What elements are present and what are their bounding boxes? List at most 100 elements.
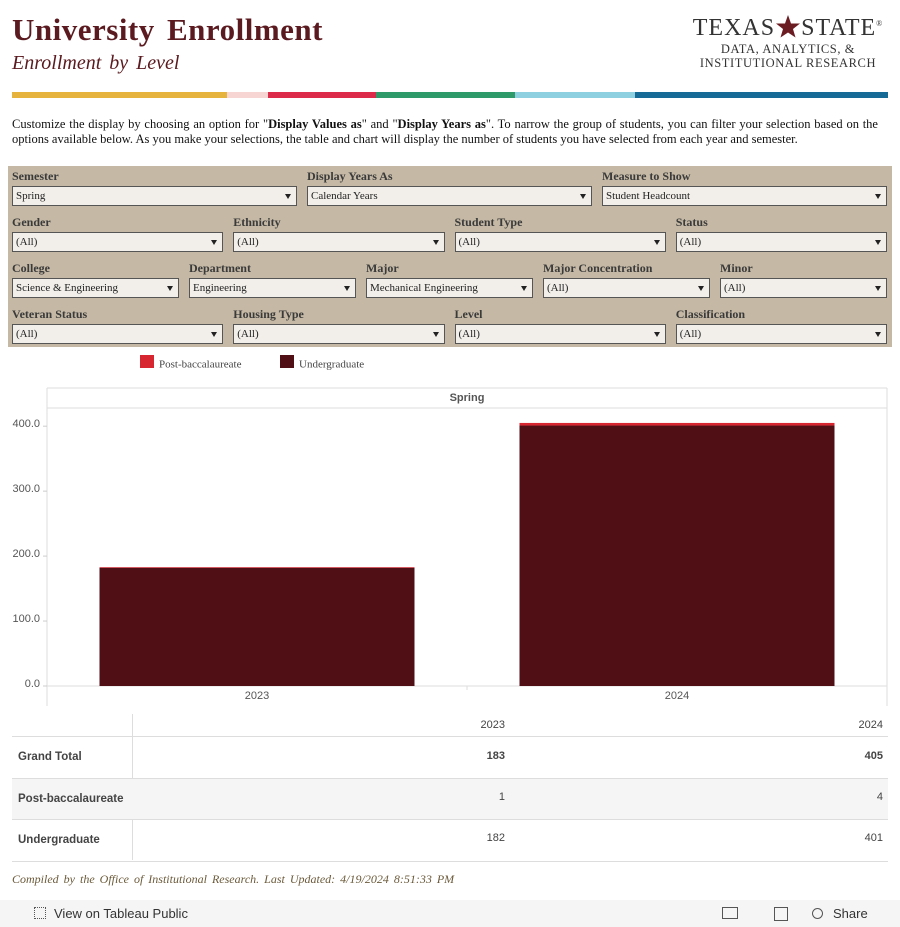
bar-segment — [519, 425, 835, 686]
legend-label: Post-baccalaureate — [159, 359, 242, 371]
filter: Level (All) — [454, 304, 666, 344]
filter-dropdown[interactable]: (All) — [675, 232, 887, 252]
y-tick-label: 400.0 — [12, 418, 40, 430]
table-row: Grand Total 183 405 — [12, 736, 888, 778]
y-tick-label: 0.0 — [25, 678, 40, 690]
filter-label: Housing Type — [233, 307, 304, 321]
filter: Student Type (All) — [454, 212, 666, 252]
subtitle: Enrollment by Level — [12, 52, 180, 74]
row-label: Undergraduate — [18, 834, 100, 846]
filter-dropdown[interactable]: (All) — [12, 232, 224, 252]
table-value: 182 — [486, 832, 505, 844]
filter-dropdown[interactable]: (All) — [233, 324, 445, 344]
intro-part: Display Years as — [397, 117, 486, 131]
filter-label: Measure to Show — [602, 169, 691, 183]
filter-dropdown[interactable]: (All) — [454, 232, 666, 252]
filter-label: Display Years As — [307, 169, 393, 183]
filter-dropdown[interactable]: (All) — [720, 278, 887, 298]
filter-label: Semester — [12, 169, 59, 183]
logo-word: TEXAS — [692, 15, 776, 41]
table-value: 1 — [498, 790, 505, 803]
table-value: 405 — [864, 750, 883, 762]
x-tick-label: 2024 — [665, 690, 689, 702]
view-label: View on Tableau Public — [54, 906, 188, 921]
toolbar: View on Tableau Public Share — [0, 900, 900, 927]
filter-panel: Semester Spring Display Years As Calendar Y… — [8, 166, 892, 347]
filter-dropdown[interactable]: Engineering — [189, 278, 356, 298]
filter: Measure to Show Student Headcount — [602, 166, 887, 206]
table-row: Undergraduate 182 401 — [12, 819, 888, 862]
filter-row: Veteran Status (All) Housing Type (All) Leve… — [12, 304, 887, 344]
legend-swatch — [140, 355, 154, 368]
intro-text: Customize the display by choosing an opt… — [12, 117, 878, 147]
logo-registered: ® — [876, 19, 884, 28]
intro-part: " and " — [361, 117, 398, 131]
filter-dropdown[interactable]: Spring — [12, 186, 297, 206]
bar-segment — [99, 567, 415, 686]
filter: Ethnicity (All) — [233, 212, 445, 252]
filter-row: Gender (All) Ethnicity (All) Student Type (Al… — [12, 212, 887, 252]
filter: Major Concentration (All) — [543, 258, 710, 298]
y-tick-label: 100.0 — [12, 613, 40, 625]
row-label: Post-baccalaureate — [18, 792, 124, 805]
filter: College Science & Engineering — [12, 258, 179, 298]
filter: Department Engineering — [189, 258, 356, 298]
table-value: 401 — [864, 832, 883, 844]
filter-dropdown[interactable]: Mechanical Engineering — [366, 278, 533, 298]
color-stripe — [12, 92, 888, 98]
x-tick-label: 2023 — [245, 690, 269, 702]
filter-dropdown[interactable]: (All) — [454, 324, 666, 344]
bar-segment — [99, 567, 415, 568]
filter-dropdown[interactable]: Student Headcount — [602, 186, 887, 206]
filter-label: Student Type — [454, 215, 523, 229]
share-button[interactable]: Share — [812, 906, 868, 921]
filter-label: Department — [189, 261, 251, 275]
y-tick-label: 300.0 — [12, 483, 40, 495]
table-value: 4 — [876, 790, 883, 803]
intro-part: ". To narrow the group of students, you … — [12, 117, 878, 146]
table-value: 183 — [486, 750, 505, 762]
filter-dropdown[interactable]: Calendar Years — [307, 186, 592, 206]
filter: Major Mechanical Engineering — [366, 258, 533, 298]
table-row: Post-baccalaureate 1 4 — [12, 777, 888, 820]
filter-dropdown[interactable]: (All) — [233, 232, 445, 252]
column-header: 2023 — [480, 719, 505, 731]
logo-wordmark: TEXAS STATE® — [688, 14, 888, 42]
share-label: Share — [833, 906, 868, 921]
view-button[interactable]: View on Tableau Public — [34, 906, 188, 921]
filter-label: Ethnicity — [233, 215, 281, 229]
y-tick-label: 200.0 — [12, 548, 40, 560]
filter-label: Major — [366, 261, 399, 275]
logo: TEXAS STATE® DATA, ANALYTICS, & INSTITUTI… — [688, 14, 888, 70]
chart: Post-baccalaureate Undergraduate Spring 0.0… — [12, 355, 888, 706]
download-button[interactable] — [722, 907, 738, 919]
filter: Housing Type (All) — [233, 304, 445, 344]
filter-label: Minor — [720, 261, 753, 275]
column-header: 2024 — [858, 719, 883, 731]
filter-label: Gender — [12, 215, 51, 229]
filter: Minor (All) — [720, 258, 887, 298]
filter-label: Major Concentration — [543, 261, 653, 275]
filter-dropdown[interactable]: (All) — [12, 324, 224, 344]
logo-line: DATA, ANALYTICS, & — [720, 42, 856, 56]
logo-line: INSTITUTIONAL RESEARCH — [699, 56, 877, 70]
panel-title: Spring — [450, 392, 485, 404]
filter-dropdown[interactable]: Science & Engineering — [12, 278, 179, 298]
filter-label: Veteran Status — [12, 307, 88, 321]
filter-row: Semester Spring Display Years As Calendar Y… — [12, 166, 887, 206]
filter-dropdown[interactable]: (All) — [543, 278, 710, 298]
filter-label: College — [12, 261, 50, 275]
title: University Enrollment — [12, 12, 323, 47]
bar-segment — [519, 422, 835, 426]
filter: Display Years As Calendar Years — [307, 166, 592, 206]
logo-star — [776, 15, 801, 38]
filter: Semester Spring — [12, 166, 297, 206]
filter-dropdown[interactable]: (All) — [675, 324, 887, 344]
footer-note: Compiled by the Office of Institutional … — [12, 872, 455, 886]
fullscreen-button[interactable] — [774, 907, 788, 921]
filter-label: Classification — [675, 307, 746, 321]
intro-part: Customize the display by choosing an opt… — [12, 117, 269, 131]
row-label: Grand Total — [18, 751, 82, 763]
filter-label: Status — [675, 215, 708, 229]
filter: Veteran Status (All) — [12, 304, 224, 344]
